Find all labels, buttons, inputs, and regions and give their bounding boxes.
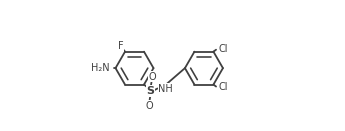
Text: O: O	[146, 100, 153, 111]
Text: Cl: Cl	[218, 82, 227, 92]
Text: H₂N: H₂N	[91, 63, 110, 73]
Text: F: F	[118, 41, 124, 51]
Text: O: O	[148, 72, 156, 82]
Text: Cl: Cl	[218, 44, 227, 54]
Text: S: S	[147, 86, 155, 96]
Text: NH: NH	[158, 83, 173, 94]
